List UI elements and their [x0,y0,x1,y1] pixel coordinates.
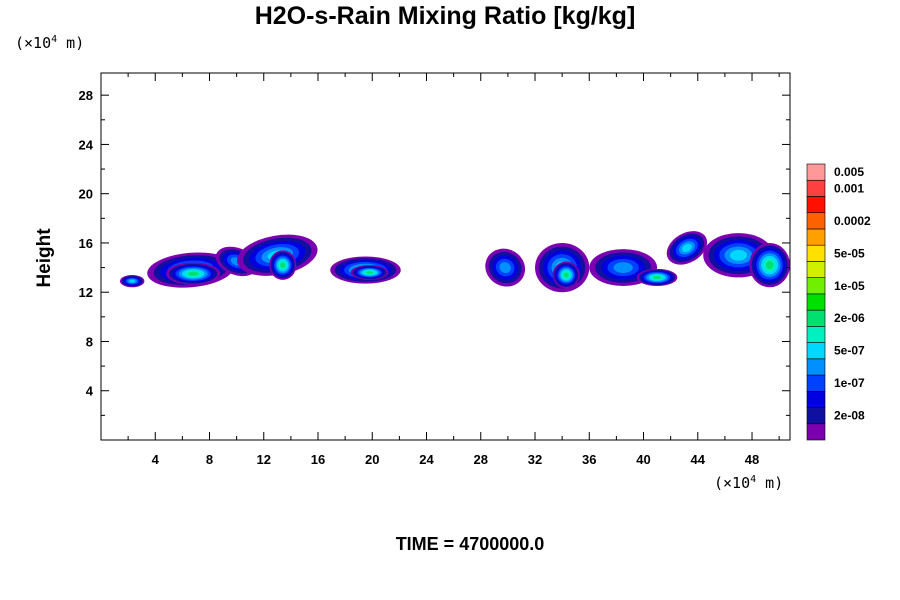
colorbar-swatch [806,179,826,197]
x-tick-label: 28 [474,452,488,467]
colorbar-label: 0.005 [834,165,864,179]
colorbar-swatch [806,326,826,343]
rain-cell [589,249,658,287]
x-axis: 4 8 12 16 20 24 28 32 36 40 44 48 [127,73,780,467]
rain-contour-level-7 [653,275,661,280]
rain-contour-level-7 [765,260,774,270]
colorbar-label: 1e-05 [834,279,865,293]
colorbar-swatch [806,374,826,392]
rain-cell [703,233,774,278]
y-tick-label: 16 [79,236,93,251]
colorbar-label: 2e-06 [834,311,865,325]
x-tick-label: 36 [582,452,596,467]
rain-cell [269,250,297,280]
rain-cell [166,262,221,285]
x-tick-label: 40 [636,452,650,467]
colorbar-label: 5e-07 [834,344,865,358]
y-unit-label: (×104 m) [15,34,84,52]
x-tick-label: 20 [365,452,379,467]
y-tick-label: 28 [79,88,93,103]
x-tick-label: 32 [528,452,542,467]
colorbar-swatch [806,358,826,376]
time-label: TIME = 4700000.0 [396,534,545,554]
colorbar-swatch [806,423,826,441]
x-tick-label: 48 [745,452,759,467]
plot-area [119,231,790,293]
rain-contour-level-5 [729,249,748,261]
y-axis: 4 8 12 16 20 24 28 [79,88,790,416]
rain-cell [485,248,526,287]
rain-contour-level-7 [563,272,569,278]
rain-contour-level-5 [129,279,136,283]
x-tick-label: 8 [206,452,213,467]
chart-title: H2O-s-Rain Mixing Ratio [kg/kg] [255,2,636,30]
y-tick-label: 8 [86,334,93,349]
colorbar-swatch [806,407,826,425]
x-tick-label: 4 [152,452,160,467]
colorbar-swatch [806,277,826,295]
plot-frame [100,72,791,441]
colorbar-swatch [806,390,826,408]
x-tick-label: 16 [311,452,325,467]
y-tick-label: 20 [79,187,93,202]
rain-contour-level-4 [613,262,633,273]
y-tick-label: 24 [79,137,94,152]
colorbar-swatch [806,342,826,360]
colorbar-label: 0.001 [834,181,864,195]
colorbar-swatch [806,196,826,214]
colorbar-swatch [806,163,826,181]
rain-cell [636,268,678,287]
colorbar-label: 2e-08 [834,409,865,423]
colorbar-label: 0.0002 [834,214,871,228]
x-tick-label: 12 [257,452,271,467]
rain-cell [749,242,790,288]
rain-contour-level-5 [682,243,692,252]
rain-contour-level-4 [499,262,511,274]
rain-cell [350,265,389,280]
y-axis-label: Height [34,228,55,288]
rain-contour-level-7 [188,271,199,276]
colorbar-label: 1e-07 [834,376,865,390]
x-tick-label: 44 [691,452,706,467]
rain-contour-level-7 [280,262,286,268]
rain-cell [119,274,145,288]
colorbar-swatch [806,261,826,278]
rain-cell [552,261,580,289]
colorbar-swatch [806,244,826,262]
colorbar-label: 5e-05 [834,246,865,260]
x-unit-label: (×104 m) [714,474,783,492]
colorbar-swatch [806,212,826,230]
x-tick-label: 24 [419,452,434,467]
colorbar-swatch [806,309,826,327]
y-tick-label: 4 [86,384,94,399]
colorbar-swatch [806,293,826,311]
colorbar: 2e-08 1e-07 5e-07 2e-06 1e-05 5e-05 0.0002 0.00… [806,163,871,441]
colorbar-swatch [806,228,826,246]
rain-cell [666,231,708,265]
y-tick-label: 12 [79,285,93,300]
rain-contour-level-7 [366,271,374,274]
